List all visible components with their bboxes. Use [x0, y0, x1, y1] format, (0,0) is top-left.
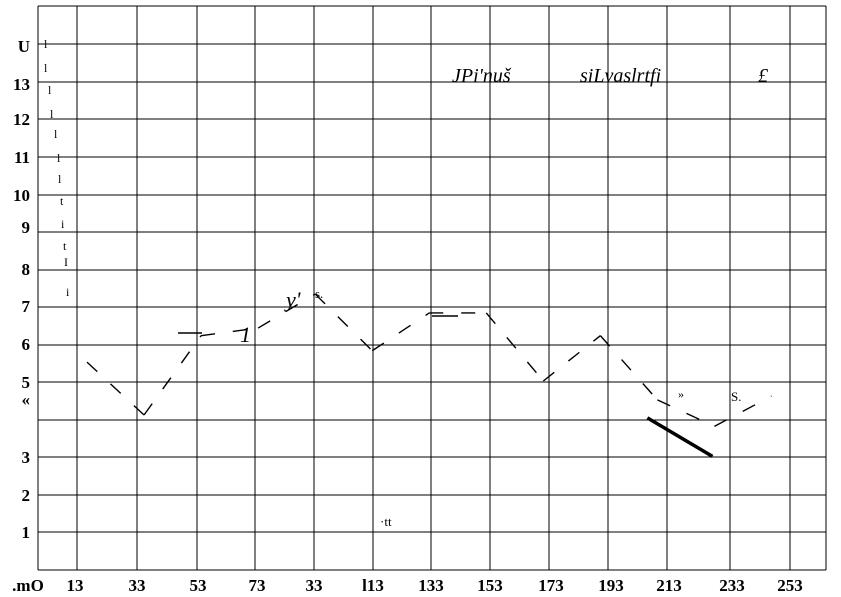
- title-part-3: £: [758, 65, 769, 87]
- y-tick-label: «: [22, 390, 31, 409]
- x-tick-label: .mO: [12, 576, 44, 595]
- x-tick-label: 253: [777, 576, 803, 595]
- title-part-2: siLvaslrtfi: [580, 65, 661, 87]
- scribble-mark: i: [61, 217, 65, 231]
- y-tick-label: U: [18, 37, 30, 56]
- y-tick-label: 8: [22, 260, 31, 279]
- x-tick-label: 13: [67, 576, 84, 595]
- annotation-1: 1: [240, 322, 251, 347]
- series-segment: [143, 335, 202, 416]
- scribble-mark: t: [60, 194, 64, 208]
- y-tick-label: 5: [22, 373, 31, 392]
- y-tick-label: 9: [22, 218, 31, 237]
- scribble-mark: l: [57, 151, 61, 165]
- y-tick-label: 1: [22, 523, 31, 542]
- scribble-mark: t: [63, 239, 67, 253]
- series-segment: [542, 335, 601, 382]
- annotation-tt: ·tt: [380, 514, 392, 529]
- scribble-mark: l: [48, 83, 52, 97]
- x-tick-label: 73: [249, 576, 266, 595]
- scribble-mark: l: [58, 172, 62, 186]
- y-tick-label: 2: [22, 486, 31, 505]
- y-tick-label: 13: [13, 75, 30, 94]
- series-segment: [657, 399, 715, 427]
- y-axis-ticks: U 13 12 11 10 9 8 7 6 5« 3 2 1: [13, 37, 31, 542]
- y-tick-label: 3: [22, 448, 31, 467]
- series-segment: [485, 312, 544, 382]
- scribble-mark: i: [66, 285, 70, 299]
- x-tick-label: 53: [190, 576, 207, 595]
- annotation-s: s.: [315, 286, 323, 301]
- x-tick-label: 233: [719, 576, 745, 595]
- x-tick-label: 193: [598, 576, 624, 595]
- y-tick-label: 10: [13, 186, 30, 205]
- scribble-mark: l: [54, 127, 58, 141]
- grid: [37, 5, 827, 571]
- annotation-y: y': [284, 287, 301, 312]
- scribble-mark: l: [50, 107, 54, 121]
- series-segment: [714, 395, 772, 427]
- series-segment: [257, 293, 316, 329]
- series-bold-segment: [646, 416, 714, 458]
- series-segment: [599, 335, 658, 401]
- y-tick-label: 7: [22, 297, 31, 316]
- annotation-guillemet: »: [678, 387, 684, 401]
- y-tick-label: 12: [13, 110, 30, 129]
- y-tick-label: 11: [14, 148, 30, 167]
- x-tick-label: 133: [418, 576, 444, 595]
- scribble-mark: I: [64, 255, 68, 269]
- annotations: y' s. 1 ·tt » S.: [240, 286, 741, 529]
- series-line: [86, 293, 772, 458]
- y-tick-label: 6: [22, 335, 31, 354]
- annotation-S: S.: [731, 389, 741, 404]
- x-tick-label: l13: [362, 576, 384, 595]
- title-part-1: JPi'nuš: [452, 65, 512, 87]
- x-tick-label: 33: [306, 576, 323, 595]
- x-tick-label: 153: [477, 576, 503, 595]
- series-segment: [86, 361, 145, 416]
- scribble-mark: l: [44, 61, 48, 75]
- chart-title: JPi'nuš siLvaslrtfi £: [452, 65, 769, 87]
- x-axis-ticks: .mO 13 33 53 73 33 l13 133 153 173 193 213 233 253: [12, 576, 803, 595]
- x-tick-label: 33: [129, 576, 146, 595]
- series-segment: [200, 327, 259, 337]
- series-segment: [371, 312, 430, 352]
- scribble-mark: l: [44, 37, 48, 51]
- x-tick-label: 173: [538, 576, 564, 595]
- series-segment: [314, 293, 373, 352]
- x-tick-label: 213: [656, 576, 682, 595]
